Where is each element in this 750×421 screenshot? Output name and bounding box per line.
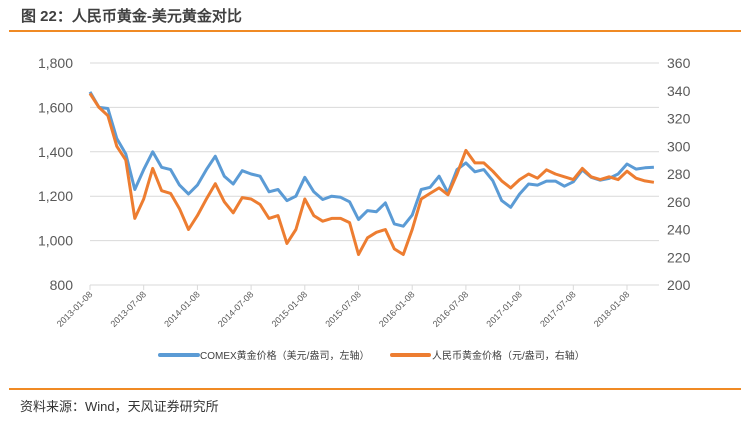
x-axis-tick-label: 2017-07-08 [538,289,578,329]
right-axis-tick-label: 240 [667,222,691,238]
series-line-comex-gold [88,91,654,228]
left-axis-tick-label: 1,000 [38,233,73,249]
right-axis-tick-label: 340 [667,83,691,99]
legend-label-rmb: 人民币黄金价格（元/盎司，右轴） [432,349,585,362]
source-note: 资料来源：Wind，天风证券研究所 [20,399,219,414]
left-axis-tick-label: 1,600 [38,99,73,115]
legend-label-comex: COMEX黄金价格（美元/盎司，左轴） [200,349,369,362]
left-axis-tick-label: 1,800 [38,55,73,71]
x-axis-tick-label: 2015-07-08 [323,289,363,329]
right-axis-tick-label: 360 [667,55,691,71]
top-divider [9,30,741,32]
x-axis-tick-label: 2014-07-08 [216,289,256,329]
right-axis-tick-label: 280 [667,166,691,182]
x-axis-tick-label: 2016-01-08 [377,289,417,329]
right-axis-tick-label: 220 [667,249,691,265]
x-axis-tick-label: 2013-01-08 [55,289,95,329]
x-axis-tick-label: 2015-01-08 [270,289,310,329]
x-axis-tick-label: 2016-07-08 [431,289,471,329]
series-line-rmb-gold [88,92,655,256]
right-axis-tick-label: 260 [667,194,691,210]
bottom-divider [9,388,741,390]
right-axis-tick-label: 320 [667,111,691,127]
left-axis-tick-label: 1,200 [38,188,73,204]
x-axis-tick-label: 2014-01-08 [162,289,202,329]
right-axis-tick-label: 300 [667,138,691,154]
left-axis-tick-label: 800 [50,277,74,293]
x-axis-tick-label: 2018-01-08 [592,289,632,329]
x-axis-tick-label: 2017-01-08 [484,289,524,329]
right-axis-tick-label: 200 [667,277,691,293]
dual-axis-line-chart: 800 1,000 1,200 1,400 1,600 1,800 200 220 240 26… [38,55,691,362]
figure-title: 图 22：人民币黄金-美元黄金对比 [21,8,242,25]
x-axis-tick-label: 2013-07-08 [108,289,148,329]
left-axis-tick-label: 1,400 [38,144,73,160]
